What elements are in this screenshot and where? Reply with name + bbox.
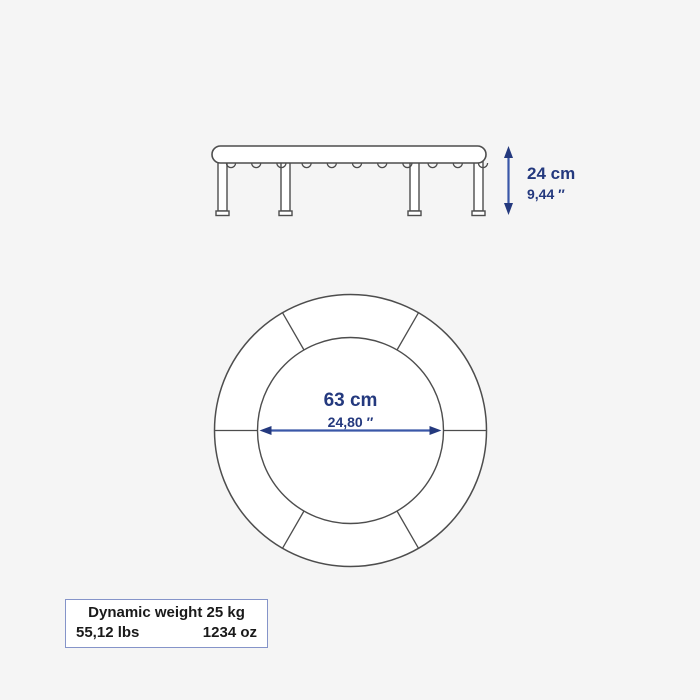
- trampoline-frame-rail: [211, 145, 487, 164]
- trampoline-foot: [215, 210, 230, 217]
- arrow-head-right: [429, 426, 442, 435]
- spring-hook: [225, 162, 237, 169]
- pad-segment-divider: [281, 312, 305, 351]
- arrow-head-left: [259, 426, 272, 435]
- spring-hooks: [225, 162, 489, 169]
- pad-segment-divider: [396, 312, 420, 351]
- pad-segment-divider: [396, 510, 420, 549]
- weight-pounds-value: 55,12 lbs: [76, 624, 140, 641]
- trampoline-foot: [278, 210, 293, 217]
- pad-segment-divider: [281, 510, 305, 549]
- height-metric-value: 24 cm: [527, 164, 576, 183]
- weight-title: Dynamic weight 25 kg: [88, 604, 245, 621]
- arrow-head-down: [504, 203, 513, 215]
- trampoline-foot: [407, 210, 422, 217]
- height-dimension-label: 24 cm 9,44 ″: [527, 164, 575, 202]
- spring-hook: [402, 162, 413, 169]
- trampoline-legs: [215, 151, 486, 217]
- spring-hook: [351, 162, 363, 169]
- height-imperial-value: 9,44 ″: [527, 185, 565, 202]
- spring-hook: [427, 162, 438, 169]
- spring-hook: [452, 162, 464, 169]
- weight-conversions-row: 55,12 lbs 1234 oz: [76, 624, 257, 641]
- spring-hook: [376, 162, 388, 169]
- height-dimension-arrow-icon: [504, 146, 513, 215]
- spring-hook: [477, 162, 489, 169]
- arrow-head-up: [504, 146, 513, 158]
- diameter-dimension-arrow-icon: [259, 426, 442, 435]
- weight-spec-box: Dynamic weight 25 kg 55,12 lbs 1234 oz: [65, 599, 268, 648]
- weight-ounces-value: 1234 oz: [202, 624, 257, 641]
- trampoline-foot: [471, 210, 486, 217]
- spring-hook: [276, 162, 287, 169]
- diameter-metric-value: 63 cm: [323, 390, 378, 411]
- spring-hook: [326, 162, 338, 169]
- diameter-dimension-label: 63 cm 24,80 ″: [250, 390, 451, 430]
- spring-hook: [250, 162, 262, 169]
- spring-hook: [301, 162, 312, 169]
- diameter-imperial-value: 24,80 ″: [327, 413, 374, 430]
- pad-segment-dividers: [214, 312, 487, 549]
- trampoline-side-view: [211, 145, 489, 217]
